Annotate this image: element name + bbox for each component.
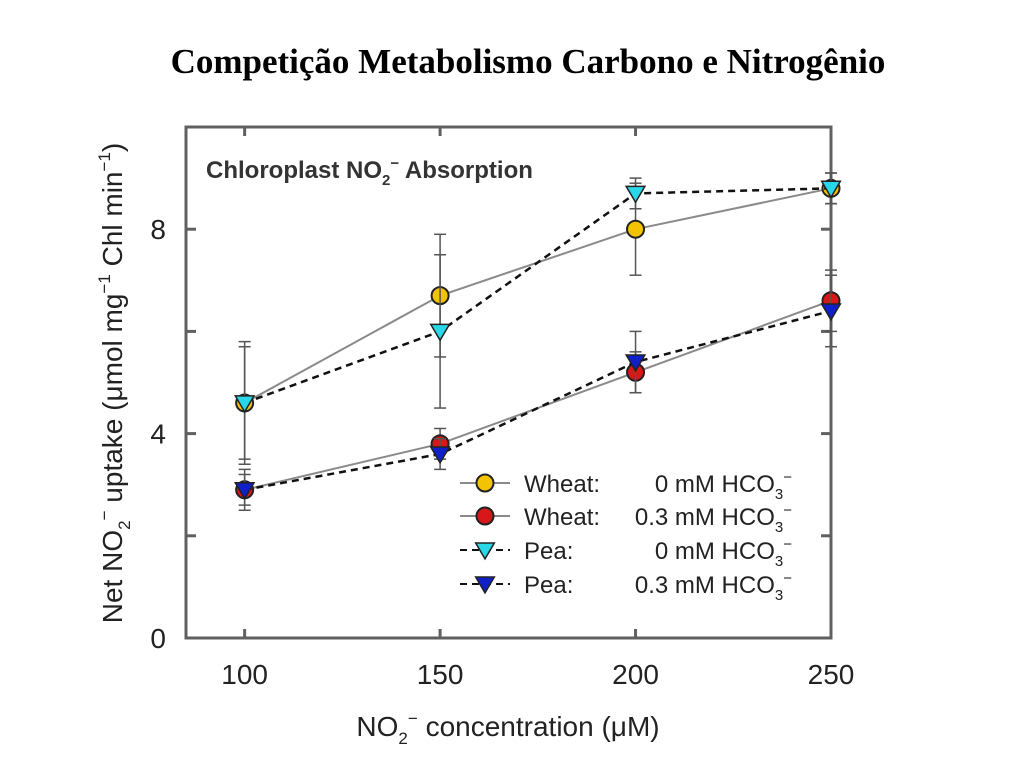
legend-species: Pea:: [524, 538, 573, 565]
legend-marker: [474, 576, 496, 595]
legend-treatment: 0.3 mM HCO3−: [635, 570, 792, 604]
data-point: [429, 323, 451, 342]
series-line: [244, 309, 832, 492]
legend-treatment: 0 mM HCO3−: [655, 536, 792, 570]
x-tick-label: 150: [417, 659, 464, 690]
legend-species: Wheat:: [524, 504, 600, 531]
plot-frame: [184, 125, 833, 640]
data-point: [233, 395, 256, 414]
series-1: [235, 172, 841, 460]
legend-marker: [475, 473, 495, 493]
page-title: Competição Metabolismo Carbono e Nitrogê…: [170, 42, 886, 81]
y-axis-label: Net NO2− uptake (μmol mg−1 Chl min−1): [95, 143, 134, 623]
data-point: [429, 446, 451, 465]
series-line: [244, 299, 832, 491]
legend-treatment: 0.3 mM HCO3−: [635, 502, 792, 536]
legend-marker: [475, 506, 495, 526]
data-point: [820, 180, 842, 199]
legend-item: Pea: 0 mM HCO3−: [460, 536, 792, 570]
series-line: [244, 187, 832, 404]
legend-item: Pea: 0.3 mM HCO3−: [460, 570, 792, 604]
y-tick-label: 0: [150, 623, 166, 654]
chart-title: Chloroplast NO2− Absorption: [206, 155, 533, 189]
legend-item: Wheat: 0 mM HCO3−: [460, 469, 792, 503]
legend-treatment: 0 mM HCO3−: [655, 469, 792, 503]
legend: Wheat: 0 mM HCO3− Wheat: 0.3 mM HCO3− Pea: 0 …: [460, 469, 792, 604]
legend-marker: [474, 542, 496, 561]
series-line: [244, 187, 832, 405]
x-tick-label: 250: [808, 659, 855, 690]
series-4: [233, 274, 842, 506]
y-tick-label: 8: [150, 214, 166, 245]
x-tick-label: 200: [612, 659, 659, 690]
series-layer: [233, 172, 842, 511]
legend-item: Wheat: 0.3 mM HCO3−: [460, 502, 792, 536]
data-point: [624, 354, 647, 373]
data-point: [624, 185, 647, 204]
data-point: [820, 303, 842, 322]
axis-ticks: [186, 125, 833, 640]
y-tick-label: 4: [150, 419, 166, 450]
legend-species: Wheat:: [524, 471, 600, 498]
data-point: [626, 219, 646, 239]
x-tick-label: 100: [221, 659, 268, 690]
x-axis-label: NO2− concentration (μM): [356, 709, 659, 748]
series-3: [233, 172, 842, 466]
legend-species: Pea:: [524, 572, 573, 599]
data-point: [233, 482, 256, 501]
chart-text: 100 150 200 250 0 4 8 Chloroplast NO2− Absorpti…: [95, 143, 854, 748]
